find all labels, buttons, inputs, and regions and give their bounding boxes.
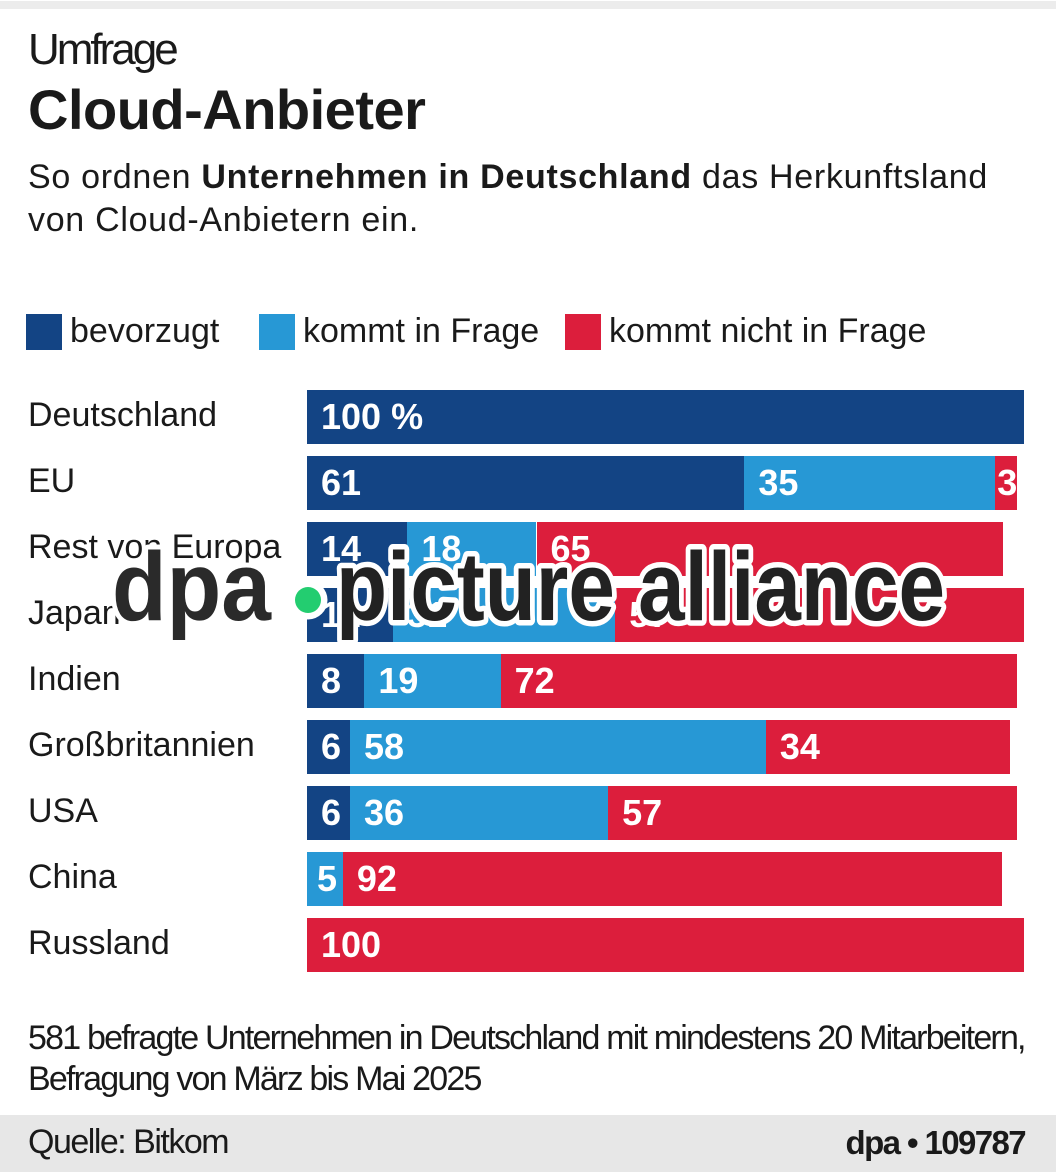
svg-text:dpa: dpa [112,532,272,641]
svg-text:picture alliance: picture alliance [336,532,945,641]
